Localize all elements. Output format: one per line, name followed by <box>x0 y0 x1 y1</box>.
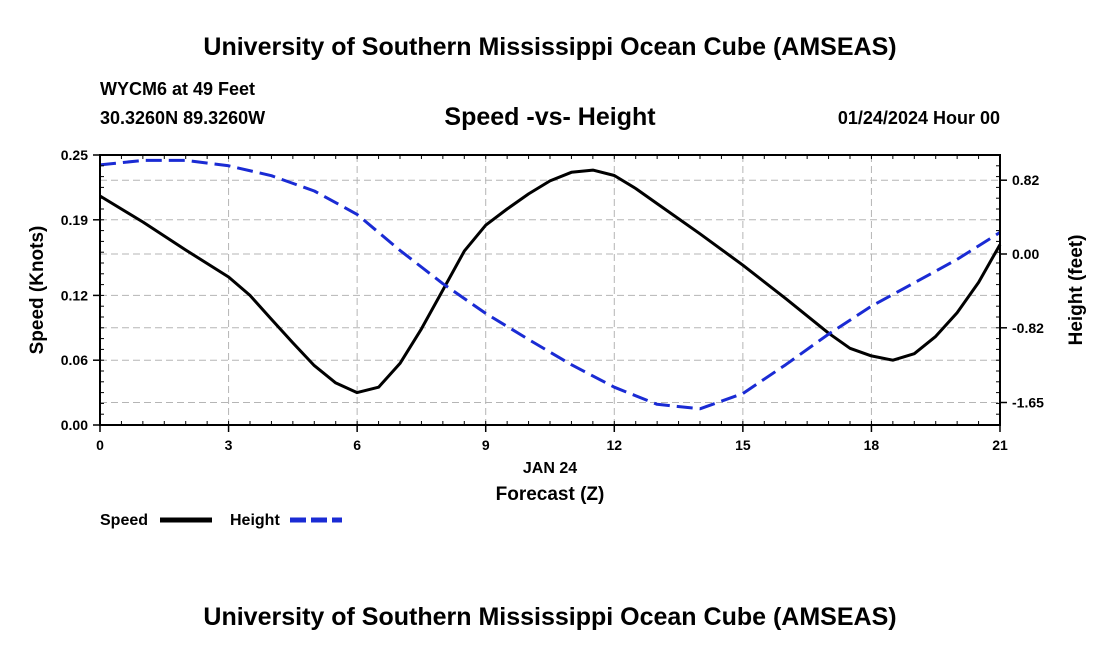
series-line-height <box>99 158 1001 411</box>
x-tick-label: 6 <box>353 437 361 453</box>
y-tick-label: 0.25 <box>61 147 88 163</box>
y2-tick-label: 0.00 <box>1012 246 1039 262</box>
y-axis-label: Speed (Knots) <box>27 226 48 355</box>
x-tick-label: 3 <box>225 437 233 453</box>
y-tick-label: 0.06 <box>61 352 88 368</box>
station-label: WYCM6 at 49 Feet <box>100 79 255 99</box>
x-tick-label: 9 <box>482 437 490 453</box>
y2-tick-label: 0.82 <box>1012 172 1039 188</box>
grid <box>100 155 1000 425</box>
chart-title: University of Southern Mississippi Ocean… <box>203 33 896 61</box>
footer-title: University of Southern Mississippi Ocean… <box>203 603 896 631</box>
x-tick-label: 15 <box>735 437 751 453</box>
y-tick-label: 0.12 <box>61 287 88 303</box>
datetime-label: 01/24/2024 Hour 00 <box>838 108 1000 128</box>
x-tick-label: 0 <box>96 437 104 453</box>
x-date-label: JAN 24 <box>523 460 577 477</box>
x-tick-label: 21 <box>992 437 1008 453</box>
tick-labels: 0 3 6 9 12 15 18 21 0.00 0.06 0.12 0.19 0.25 -1.65 -0.… <box>61 147 1044 453</box>
plot-frame <box>99 154 1001 426</box>
legend-height-label: Height <box>230 512 280 529</box>
plot-title: Speed -vs- Height <box>444 103 656 131</box>
y2-tick-label: -0.82 <box>1012 320 1044 336</box>
axes <box>93 154 1007 432</box>
legend: Speed Height <box>100 512 342 529</box>
x-tick-label: 12 <box>606 437 622 453</box>
plot-lines <box>99 158 1002 411</box>
legend-speed-label: Speed <box>100 512 148 529</box>
location-label: 30.3260N 89.3260W <box>100 108 265 128</box>
series-line-speed <box>99 168 1002 395</box>
x-axis-label: Forecast (Z) <box>496 484 605 505</box>
y-tick-label: 0.19 <box>61 212 88 228</box>
y-tick-label: 0.00 <box>61 417 88 433</box>
y2-axis-label: Height (feet) <box>1066 235 1087 346</box>
x-tick-label: 18 <box>864 437 880 453</box>
y2-tick-label: -1.65 <box>1012 395 1044 411</box>
